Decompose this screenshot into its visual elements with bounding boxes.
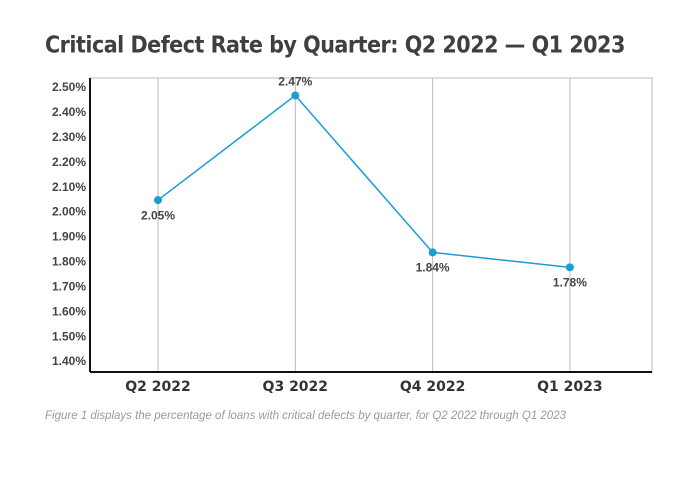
y-tick-label: 1.80% bbox=[52, 255, 86, 269]
data-label: 1.78% bbox=[553, 276, 587, 290]
chart-title: Critical Defect Rate by Quarter: Q2 2022… bbox=[45, 33, 625, 59]
data-label: 2.05% bbox=[141, 208, 175, 222]
y-tick-label: 1.40% bbox=[52, 354, 86, 368]
y-tick-label: 2.00% bbox=[52, 205, 86, 219]
point bbox=[565, 263, 574, 272]
x-tick-label: Q2 2022 bbox=[125, 379, 190, 395]
y-tick-label: 1.60% bbox=[52, 304, 86, 318]
y-tick-label: 2.30% bbox=[52, 130, 86, 144]
y-tick-label: 2.20% bbox=[52, 155, 86, 169]
point bbox=[291, 91, 300, 100]
caption: Figure 1 displays the percentage of loan… bbox=[45, 410, 567, 422]
data-label: 2.47% bbox=[278, 75, 312, 89]
x-tick-label: Q3 2022 bbox=[263, 379, 328, 395]
y-tick-label: 1.50% bbox=[52, 329, 86, 343]
y-tick-label: 1.90% bbox=[52, 230, 86, 244]
point bbox=[154, 196, 162, 205]
x-tick-label: Q1 2023 bbox=[537, 379, 602, 395]
y-tick-label: 2.10% bbox=[52, 180, 86, 194]
x-tick-label: Q4 2022 bbox=[400, 379, 465, 395]
plot-frame bbox=[89, 77, 653, 373]
line bbox=[157, 94, 570, 269]
point bbox=[428, 248, 437, 257]
y-tick-label: 2.40% bbox=[52, 105, 86, 119]
data-label: 1.84% bbox=[416, 261, 450, 275]
y-tick-label: 2.50% bbox=[52, 80, 86, 94]
y-tick-label: 1.70% bbox=[52, 279, 86, 293]
